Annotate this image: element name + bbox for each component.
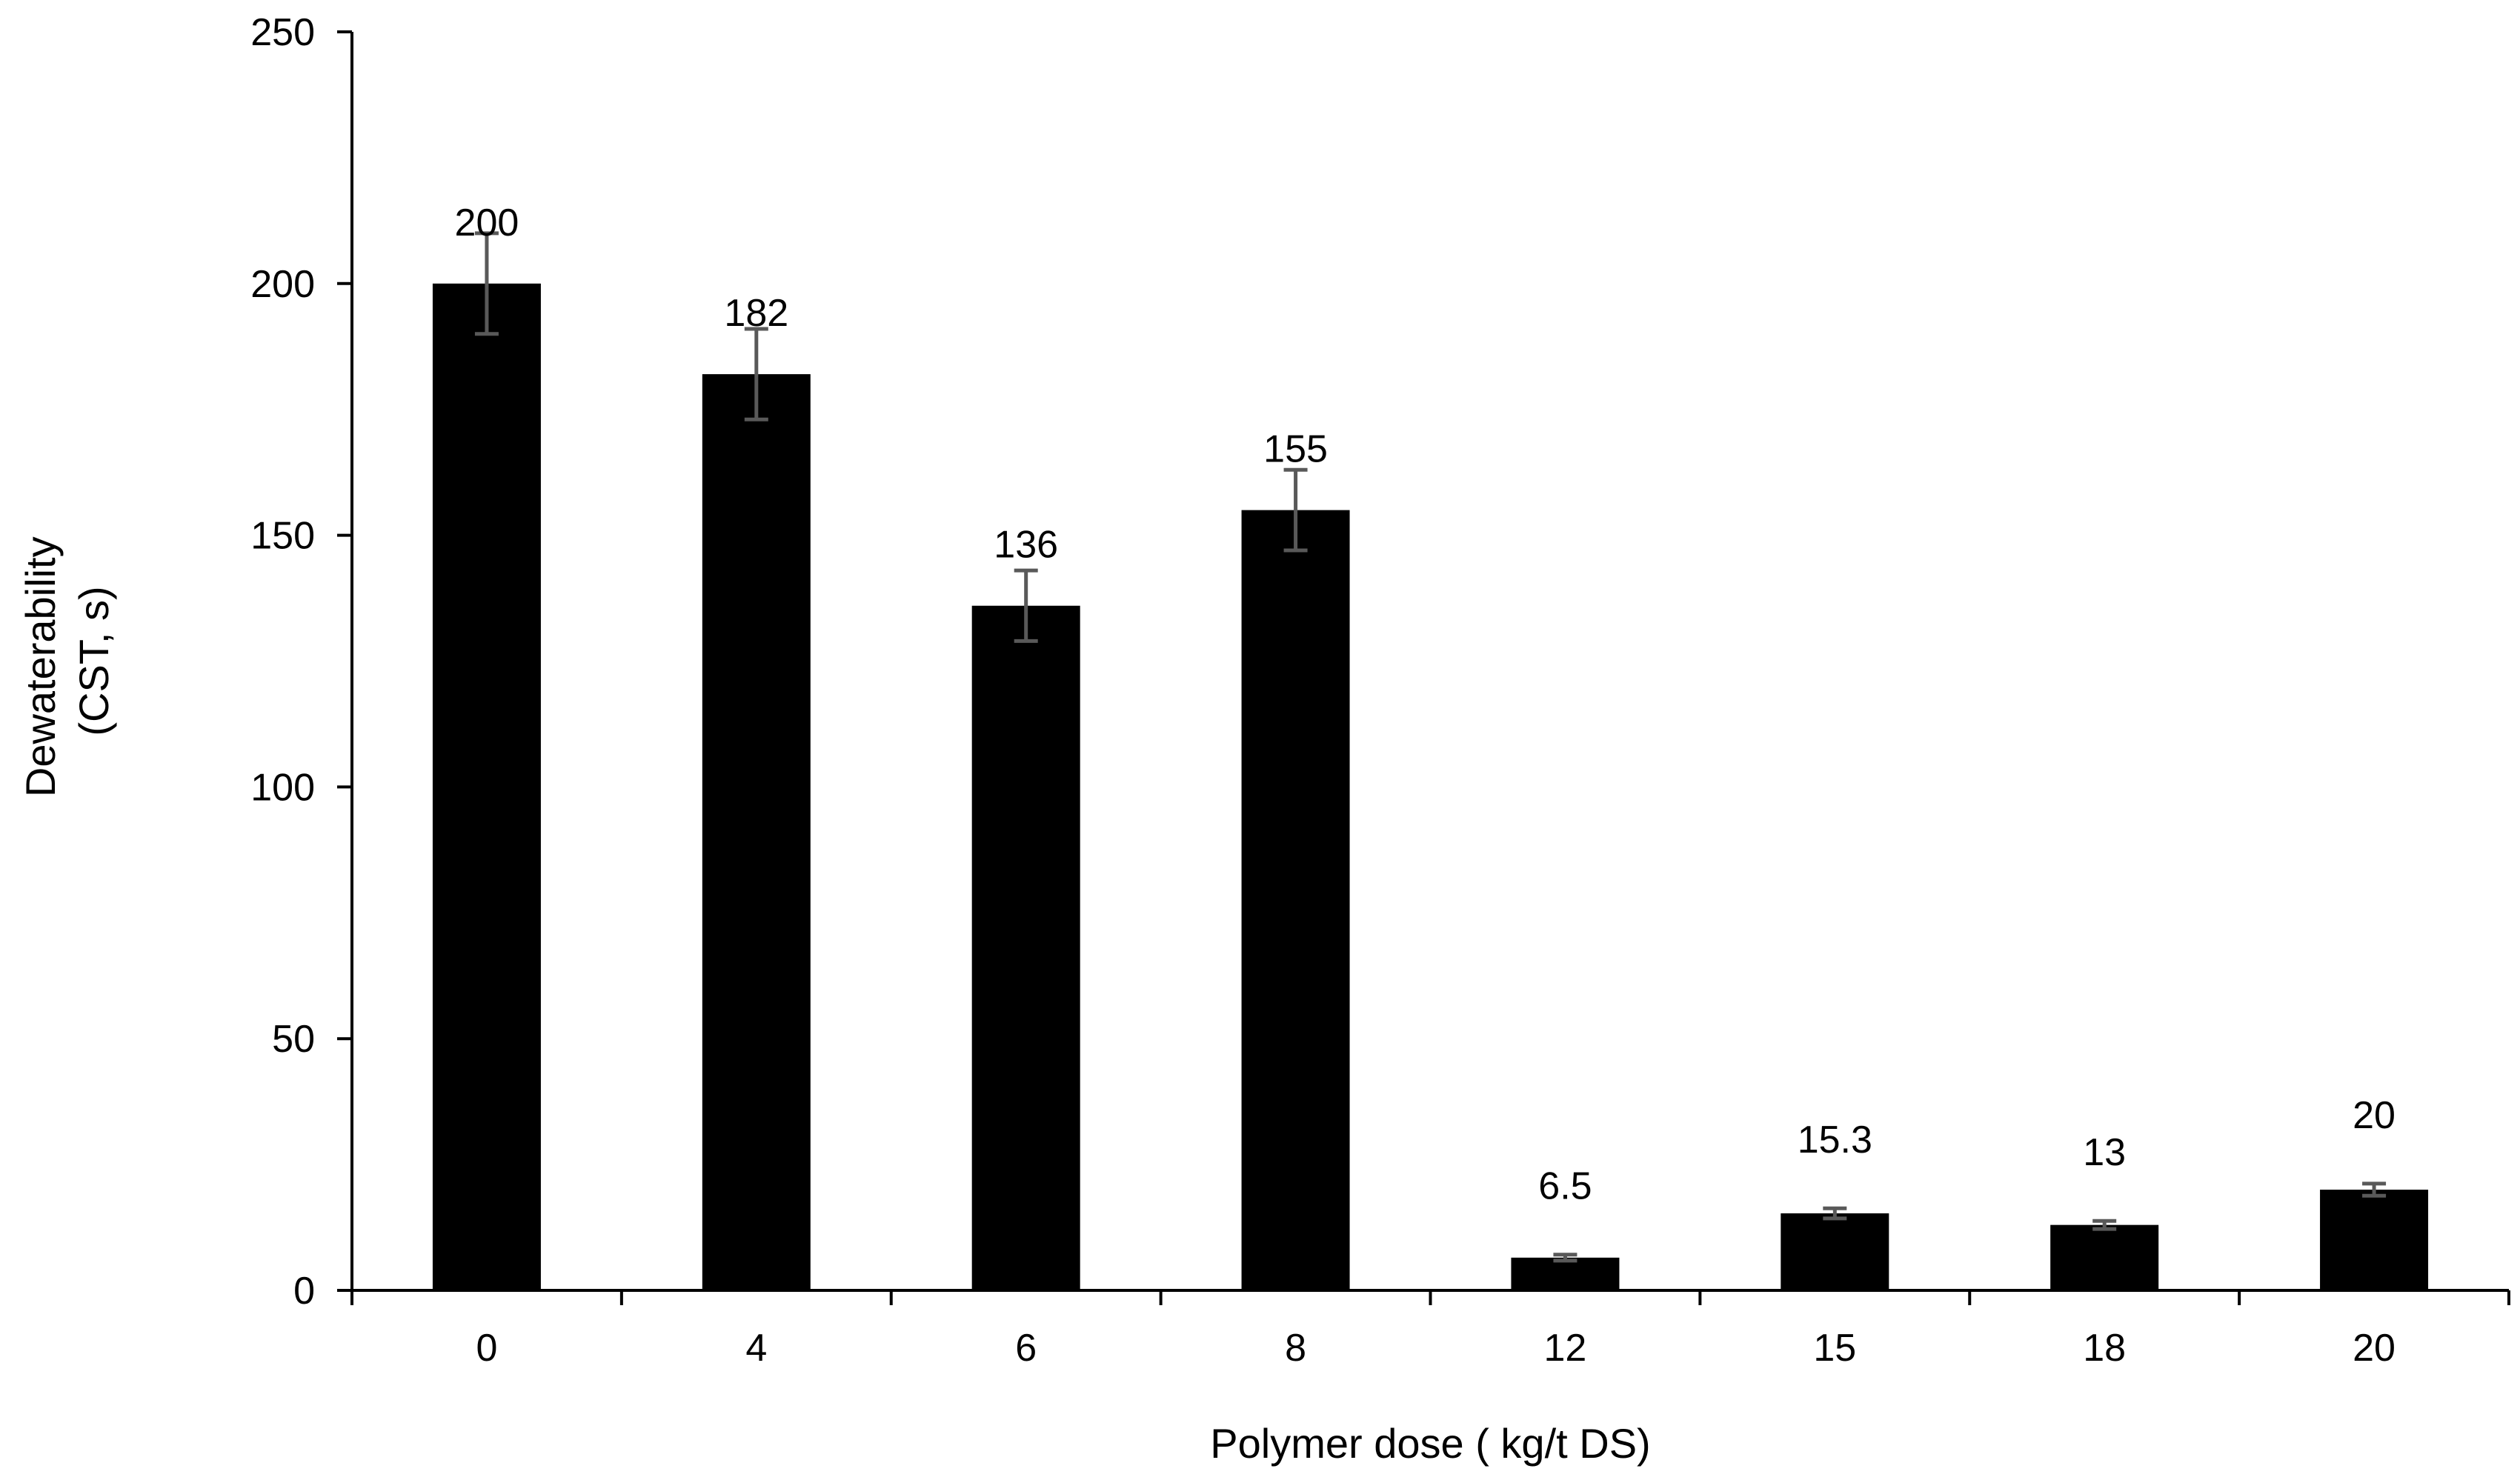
bar — [432, 283, 541, 1290]
x-axis-title: Polymer dose ( kg/t DS) — [1210, 1420, 1650, 1467]
y-tick-label: 150 — [250, 515, 315, 558]
x-tick-label: 6 — [1015, 1327, 1037, 1370]
x-ticks-layer: 0 4 6 8 12 15 18 20 — [350, 1290, 2510, 1370]
data-label: 13 — [2083, 1131, 2126, 1174]
x-tick-label: 0 — [476, 1327, 497, 1370]
x-tick-label: 4 — [745, 1327, 767, 1370]
error-bars-layer — [474, 231, 2387, 1263]
data-label: 200 — [455, 201, 519, 244]
error-bar — [474, 231, 499, 336]
data-label: 15.3 — [1798, 1119, 1872, 1161]
x-tick-label: 20 — [2353, 1327, 2396, 1370]
axes-layer — [350, 32, 2509, 1292]
data-labels-layer: 200 182 136 155 6.5 15.3 13 20 — [455, 201, 2396, 1208]
bar — [971, 605, 1080, 1290]
bar — [2320, 1190, 2429, 1290]
bar — [2050, 1224, 2159, 1290]
x-tick-label: 18 — [2083, 1327, 2126, 1370]
x-tick-label: 15 — [1813, 1327, 1856, 1370]
y-axis-title-line-1: Dewaterability — [17, 536, 64, 797]
y-tick-label: 200 — [250, 263, 315, 306]
y-axis-title-line-2: (CST, s) — [70, 586, 117, 736]
error-bar — [2092, 1219, 2117, 1231]
data-label: 20 — [2353, 1094, 2396, 1137]
data-label: 136 — [994, 524, 1058, 567]
data-label: 6.5 — [1538, 1165, 1592, 1208]
data-label: 182 — [724, 292, 788, 335]
bar — [702, 374, 811, 1291]
x-tick-label: 8 — [1285, 1327, 1306, 1370]
bar — [1241, 510, 1350, 1290]
error-bar — [1014, 568, 1038, 643]
error-bar — [2362, 1181, 2387, 1198]
error-bar — [744, 327, 768, 421]
y-ticks-layer: 0 50 100 150 200 250 — [250, 11, 352, 1313]
y-tick-label: 50 — [272, 1018, 315, 1061]
error-bar — [1823, 1206, 1847, 1221]
y-tick-label: 100 — [250, 766, 315, 809]
error-bar — [1553, 1253, 1578, 1263]
y-tick-label: 0 — [293, 1270, 315, 1313]
x-tick-label: 12 — [1544, 1327, 1587, 1370]
data-label: 155 — [1263, 428, 1328, 471]
bar — [1511, 1257, 1620, 1290]
bar — [1781, 1213, 1889, 1290]
y-axis-title: Dewaterability (CST, s) — [17, 525, 117, 797]
bars-layer — [432, 283, 2429, 1291]
y-tick-label: 250 — [250, 11, 315, 54]
error-bar — [1283, 467, 1308, 553]
